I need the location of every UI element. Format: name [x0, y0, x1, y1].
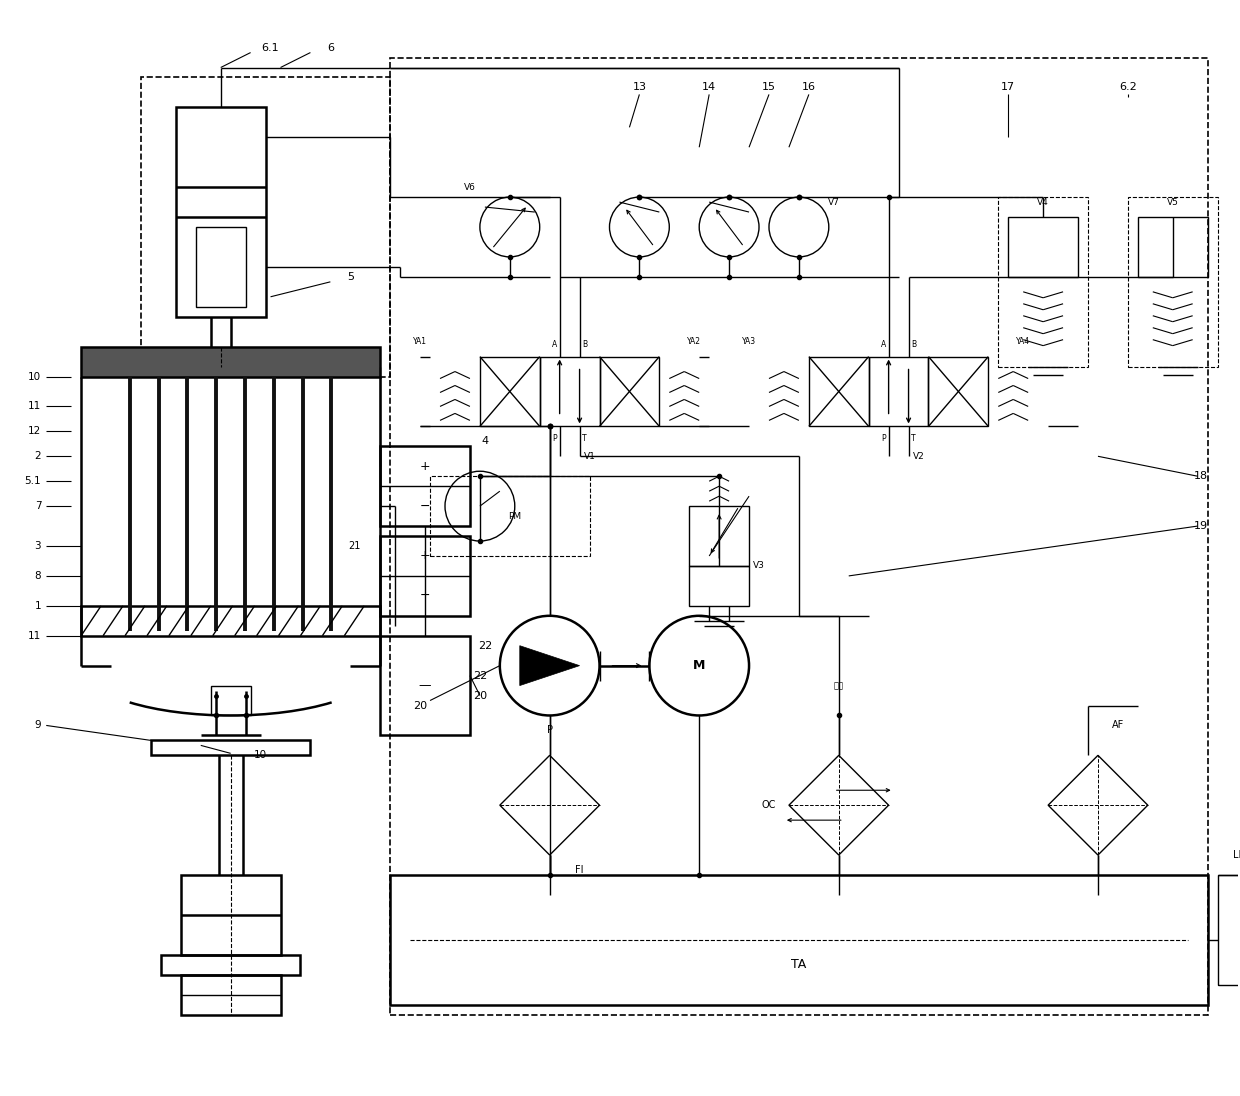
Text: −: −	[420, 500, 430, 513]
Bar	[1218, 875, 1240, 984]
Text: 10: 10	[29, 372, 41, 381]
Bar	[391, 875, 1208, 1005]
Text: YA3: YA3	[742, 338, 756, 346]
Bar	[391, 57, 1208, 1015]
Bar	[929, 356, 988, 426]
Text: 6.1: 6.1	[262, 43, 279, 53]
Text: B: B	[911, 340, 916, 350]
Text: +: +	[420, 549, 430, 562]
Text: 9: 9	[35, 720, 41, 730]
Bar	[480, 356, 539, 426]
Bar	[381, 446, 470, 526]
Text: V3: V3	[753, 561, 765, 570]
Bar	[381, 536, 470, 616]
Text: 11: 11	[29, 630, 41, 641]
Bar	[430, 356, 480, 426]
Text: 7: 7	[35, 501, 41, 511]
Bar	[1128, 197, 1218, 366]
Text: 18: 18	[1193, 471, 1208, 481]
Text: YA1: YA1	[413, 338, 427, 346]
Bar	[381, 636, 470, 735]
Text: P: P	[552, 434, 557, 443]
Text: M: M	[693, 659, 706, 672]
Text: −: −	[420, 590, 430, 603]
Bar	[176, 107, 265, 317]
Bar	[181, 974, 280, 1015]
Text: 3: 3	[35, 541, 41, 551]
Bar	[181, 875, 280, 955]
Text: 20: 20	[472, 690, 487, 700]
Text: V7: V7	[828, 197, 839, 206]
Bar	[430, 477, 589, 556]
Text: PM: PM	[508, 512, 521, 521]
Bar	[211, 686, 250, 716]
Text: 5.1: 5.1	[25, 476, 41, 487]
Bar	[161, 955, 300, 974]
Text: V5: V5	[1167, 197, 1179, 206]
Bar	[689, 566, 749, 606]
Bar	[599, 356, 660, 426]
Text: AF: AF	[1112, 720, 1123, 730]
Bar	[539, 356, 599, 426]
Text: YA4: YA4	[1016, 338, 1030, 346]
Bar	[81, 346, 381, 377]
Text: 6.2: 6.2	[1118, 82, 1137, 92]
Bar	[151, 741, 310, 755]
Text: 12: 12	[29, 426, 41, 436]
Text: 22: 22	[472, 671, 487, 681]
Text: —: —	[419, 680, 432, 692]
Polygon shape	[520, 646, 579, 686]
Text: 10: 10	[254, 751, 267, 761]
Text: V1: V1	[584, 452, 595, 460]
Text: P: P	[546, 659, 554, 672]
Text: A: A	[552, 340, 557, 350]
Bar	[196, 227, 246, 307]
Text: 5: 5	[347, 272, 353, 282]
Text: V4: V4	[1037, 197, 1049, 206]
Text: 2: 2	[35, 452, 41, 461]
Text: 22: 22	[477, 641, 492, 651]
Text: T: T	[583, 434, 587, 443]
Text: TA: TA	[791, 958, 806, 971]
Text: 回油: 回油	[833, 681, 843, 690]
Bar	[689, 506, 749, 566]
Text: 4: 4	[481, 436, 489, 446]
Text: 21: 21	[348, 541, 361, 551]
Bar	[998, 197, 1087, 366]
Text: 6: 6	[327, 43, 334, 53]
Bar	[660, 356, 709, 426]
Bar	[808, 356, 869, 426]
Text: P: P	[882, 434, 885, 443]
Text: YA2: YA2	[687, 338, 702, 346]
Text: 1: 1	[35, 601, 41, 610]
Text: 16: 16	[802, 82, 816, 92]
Text: B: B	[582, 340, 587, 350]
Bar	[141, 78, 391, 377]
Bar	[1138, 217, 1208, 277]
Bar	[1008, 217, 1078, 277]
Text: FI: FI	[575, 865, 584, 875]
Text: +: +	[420, 459, 430, 472]
Text: 19: 19	[1193, 521, 1208, 532]
Text: V2: V2	[913, 452, 924, 460]
Text: LI: LI	[1234, 850, 1240, 860]
Text: 13: 13	[632, 82, 646, 92]
Text: P: P	[547, 726, 553, 735]
Text: T: T	[911, 434, 916, 443]
Text: 17: 17	[1001, 82, 1016, 92]
Bar	[81, 606, 381, 636]
Text: OC: OC	[761, 800, 776, 810]
Text: 8: 8	[35, 571, 41, 581]
Text: 20: 20	[413, 700, 427, 710]
Text: 14: 14	[702, 82, 717, 92]
Text: 15: 15	[763, 82, 776, 92]
Text: 11: 11	[29, 401, 41, 411]
Text: A: A	[880, 340, 887, 350]
Bar	[869, 356, 929, 426]
Text: V6: V6	[464, 183, 476, 192]
